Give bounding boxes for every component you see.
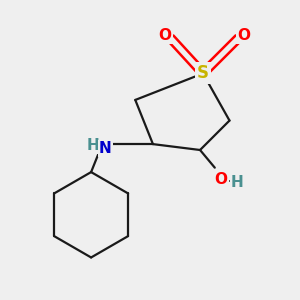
- Text: O: O: [214, 172, 227, 187]
- Text: N: N: [99, 141, 112, 156]
- Text: S: S: [197, 64, 209, 82]
- Text: O: O: [158, 28, 171, 43]
- Text: H: H: [86, 138, 99, 153]
- Text: H: H: [231, 175, 244, 190]
- Text: O: O: [238, 28, 251, 43]
